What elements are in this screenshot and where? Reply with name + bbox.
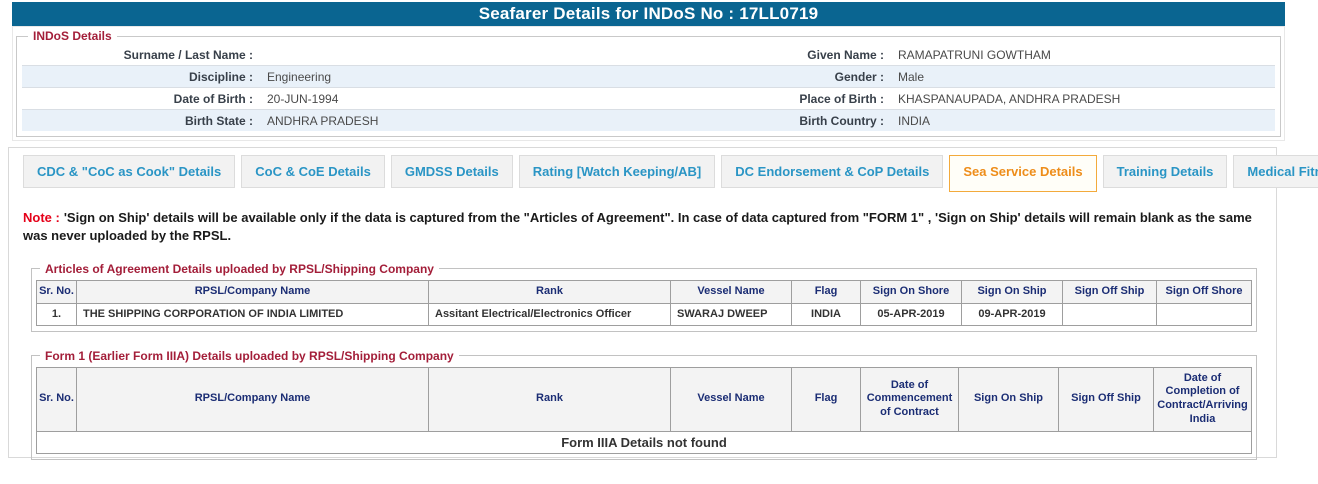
field-label-birth-state: Birth State : — [184, 113, 253, 128]
column-header-sr-no: Sr. No. — [36, 279, 77, 304]
field-label-gender: Gender : — [834, 69, 884, 84]
tab-rating-watch-keeping-ab[interactable]: Rating [Watch Keeping/AB] — [518, 155, 716, 188]
indos-details-fieldset: INDoS Details Surname / Last Name : Give… — [16, 29, 1281, 137]
column-header-company: RPSL/Company Name — [76, 366, 429, 432]
field-value-place-of-birth: KHASPANAUPADA, ANDHRA PRADESH — [898, 91, 1121, 106]
articles-of-agreement-legend: Articles of Agreement Details uploaded b… — [45, 261, 434, 276]
detail-row: Birth State : ANDHRA PRADESH Birth Count… — [22, 110, 1275, 131]
form1-fieldset: Form 1 (Earlier Form IIIA) Details uploa… — [31, 348, 1257, 460]
field-value-birth-country: INDIA — [898, 113, 931, 128]
column-header-sign-on-shore: Sign On Shore — [860, 279, 962, 304]
field-value-discipline: Engineering — [267, 69, 332, 84]
page-title: Seafarer Details for INDoS No : 17LL0719 — [12, 2, 1285, 26]
field-label-discipline: Discipline : — [188, 69, 253, 84]
column-header-sign-on-ship: Sign On Ship — [958, 366, 1059, 432]
tab-dc-endorsement-cop-details[interactable]: DC Endorsement & CoP Details — [721, 155, 944, 188]
table-row: Form IIIA Details not found — [36, 430, 1252, 454]
cell-sign-off-ship — [1062, 302, 1157, 326]
column-header-flag: Flag — [791, 366, 861, 432]
column-header-rank: Rank — [428, 366, 671, 432]
tab-content-panel: CDC & "CoC as Cook" Details CoC & CoE De… — [8, 147, 1318, 460]
column-header-sign-off-ship: Sign Off Ship — [1062, 279, 1157, 304]
column-header-date-of-completion: Date of Completion of Contract/Arriving … — [1153, 366, 1252, 432]
tab-gmdss-details[interactable]: GMDSS Details — [390, 155, 513, 188]
tab-bar: CDC & "CoC as Cook" Details CoC & CoE De… — [23, 155, 1318, 192]
field-label-given-name: Given Name : — [807, 47, 884, 62]
column-header-sign-off-ship: Sign Off Ship — [1058, 366, 1154, 432]
form1-table: Sr. No. RPSL/Company Name Rank Vessel Na… — [36, 366, 1252, 454]
table-header-row: Sr. No. RPSL/Company Name Rank Vessel Na… — [36, 366, 1252, 432]
articles-of-agreement-table: Sr. No. RPSL/Company Name Rank Vessel Na… — [36, 279, 1252, 326]
empty-message: Form IIIA Details not found — [36, 430, 1252, 454]
table-row: 1. THE SHIPPING CORPORATION OF INDIA LIM… — [36, 302, 1252, 326]
column-header-sign-on-ship: Sign On Ship — [961, 279, 1063, 304]
tab-medical-fitness-certificate[interactable]: Medical Fitness Certificate — [1233, 155, 1318, 188]
articles-of-agreement-fieldset: Articles of Agreement Details uploaded b… — [31, 261, 1257, 332]
cell-rank: Assitant Electrical/Electronics Officer — [428, 302, 671, 326]
detail-row: Discipline : Engineering Gender : Male — [22, 66, 1275, 88]
sign-on-ship-note: Note : 'Sign on Ship' details will be ava… — [23, 209, 1262, 245]
tab-sea-service-details[interactable]: Sea Service Details — [949, 155, 1097, 192]
cell-flag: INDIA — [791, 302, 861, 326]
column-header-date-of-commencement: Date of Commencement of Contract — [860, 366, 959, 432]
indos-details-panel: INDoS Details Surname / Last Name : Give… — [12, 26, 1285, 141]
note-text: 'Sign on Ship' details will be available… — [23, 210, 1252, 243]
cell-sign-off-shore — [1156, 302, 1252, 326]
field-value-birth-state: ANDHRA PRADESH — [267, 113, 379, 128]
tab-cdc-coc-as-cook-details[interactable]: CDC & "CoC as Cook" Details — [23, 155, 236, 188]
tab-training-details[interactable]: Training Details — [1102, 155, 1228, 188]
column-header-sign-off-shore: Sign Off Shore — [1156, 279, 1252, 304]
cell-sign-on-ship: 09-APR-2019 — [961, 302, 1063, 326]
table-header-row: Sr. No. RPSL/Company Name Rank Vessel Na… — [36, 279, 1252, 304]
cell-vessel: SWARAJ DWEEP — [670, 302, 792, 326]
cell-sr-no: 1. — [36, 302, 77, 326]
cell-company: THE SHIPPING CORPORATION OF INDIA LIMITE… — [76, 302, 429, 326]
field-value-gender: Male — [898, 69, 925, 84]
column-header-rank: Rank — [428, 279, 671, 304]
field-value-date-of-birth: 20-JUN-1994 — [267, 91, 339, 106]
field-label-birth-country: Birth Country : — [799, 113, 884, 128]
form1-legend: Form 1 (Earlier Form IIIA) Details uploa… — [45, 348, 454, 363]
cell-sign-on-shore: 05-APR-2019 — [860, 302, 962, 326]
field-label-place-of-birth: Place of Birth : — [799, 91, 884, 106]
field-label-date-of-birth: Date of Birth : — [173, 91, 253, 106]
column-header-company: RPSL/Company Name — [76, 279, 429, 304]
detail-row: Date of Birth : 20-JUN-1994 Place of Bir… — [22, 88, 1275, 110]
column-header-vessel: Vessel Name — [670, 279, 792, 304]
column-header-sr-no: Sr. No. — [36, 366, 77, 432]
field-value-given-name: RAMAPATRUNI GOWTHAM — [898, 47, 1051, 62]
note-label: Note : — [23, 210, 60, 225]
tab-coc-coe-details[interactable]: CoC & CoE Details — [241, 155, 385, 188]
field-label-surname: Surname / Last Name : — [123, 47, 253, 62]
column-header-vessel: Vessel Name — [670, 366, 792, 432]
indos-details-legend: INDoS Details — [33, 29, 112, 43]
column-header-flag: Flag — [791, 279, 861, 304]
detail-row: Surname / Last Name : Given Name : RAMAP… — [22, 44, 1275, 66]
